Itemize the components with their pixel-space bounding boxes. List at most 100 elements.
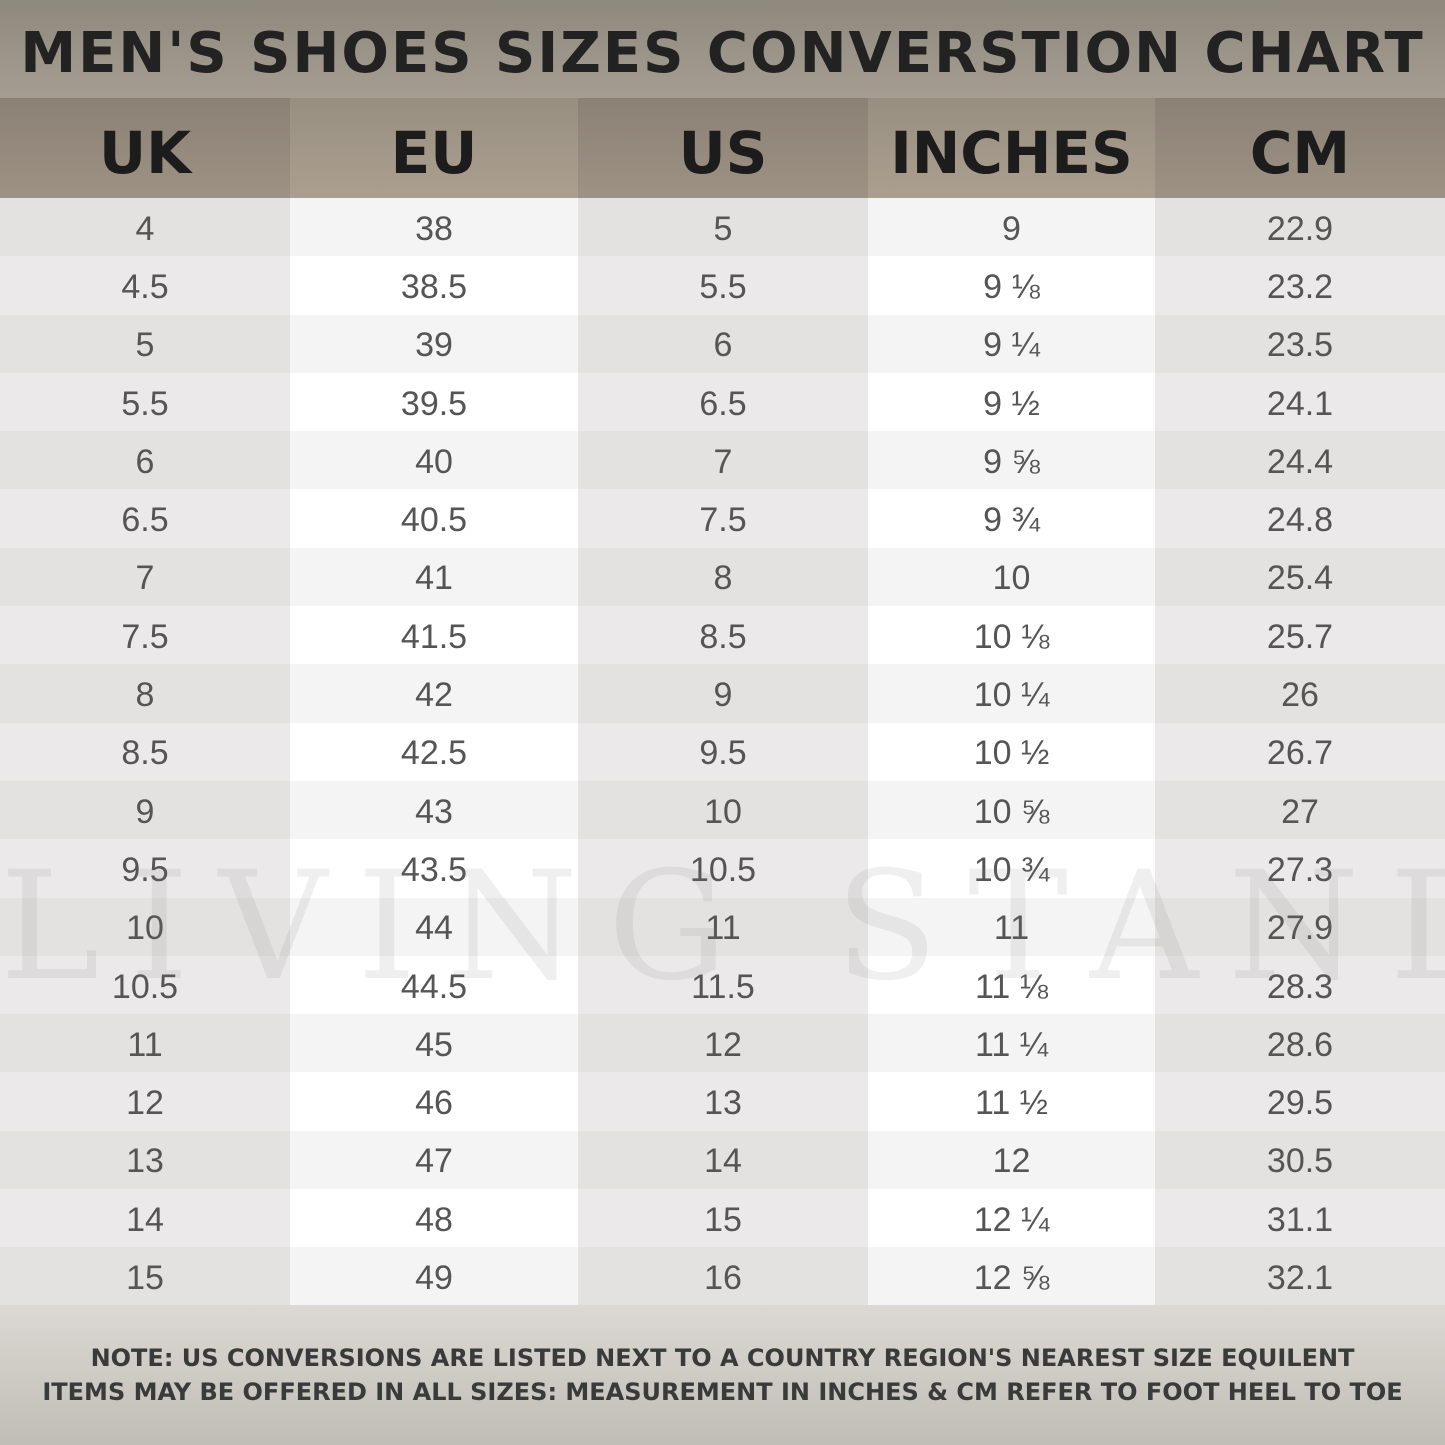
cell-uk: 6.5 [0,489,290,548]
cell-cm: 28.3 [1155,955,1445,1015]
table-row: 14 48 15 12 ¼ 31.1 [0,1189,1445,1248]
cell-eu: 46 [290,1072,578,1131]
cell-cm: 22.9 [1155,198,1445,257]
cell-eu: 49 [290,1247,578,1306]
cell-us: 8 [578,547,868,607]
cell-uk: 5 [0,314,290,373]
cell-uk: 9.5 [0,839,290,898]
cell-eu: 43.5 [290,839,578,898]
table-row: 13 47 14 12 30.5 [0,1130,1445,1190]
cell-cm: 28.6 [1155,1014,1445,1073]
cell-us: 8.5 [578,606,868,665]
cell-inches: 9 ⅝ [868,431,1155,490]
cell-cm: 25.7 [1155,606,1445,665]
cell-uk: 10 [0,897,290,956]
note-line-2: ITEMS MAY BE OFFERED IN ALL SIZES: MEASU… [42,1378,1403,1406]
cell-inches: 9 ¼ [868,314,1155,373]
table-row: 10.5 44.5 11.5 11 ⅛ 28.3 [0,955,1445,1015]
cell-eu: 47 [290,1130,578,1190]
table-row: 5.5 39.5 6.5 9 ½ 24.1 [0,372,1445,432]
cell-eu: 38 [290,198,578,257]
cell-inches: 9 ½ [868,372,1155,432]
table-row: 11 45 12 11 ¼ 28.6 [0,1014,1445,1073]
cell-cm: 24.8 [1155,489,1445,548]
table-row: 7.5 41.5 8.5 10 ⅛ 25.7 [0,606,1445,665]
cell-inches: 12 ¼ [868,1189,1155,1248]
cell-cm: 25.4 [1155,547,1445,607]
cell-eu: 43 [290,780,578,840]
cell-us: 12 [578,1014,868,1073]
column-header-eu: EU [290,98,578,198]
cell-eu: 42.5 [290,722,578,781]
cell-inches: 10 ⅛ [868,606,1155,665]
footer-note: NOTE: US CONVERSIONS ARE LISTED NEXT TO … [0,1305,1445,1445]
cell-eu: 39.5 [290,372,578,432]
cell-uk: 12 [0,1072,290,1131]
cell-us: 5.5 [578,256,868,315]
cell-inches: 11 ½ [868,1072,1155,1131]
cell-cm: 27.3 [1155,839,1445,898]
note-text-1: US CONVERSIONS ARE LISTED NEXT TO A COUN… [173,1344,1355,1372]
cell-uk: 5.5 [0,372,290,432]
title-band: MEN'S SHOES SIZES CONVERSTION CHART [0,0,1445,98]
cell-uk: 7.5 [0,606,290,665]
cell-eu: 44.5 [290,955,578,1015]
cell-inches: 10 ¾ [868,839,1155,898]
table-row: 10 44 11 11 27.9 [0,897,1445,956]
cell-inches: 10 ½ [868,722,1155,781]
cell-cm: 23.5 [1155,314,1445,373]
cell-us: 6 [578,314,868,373]
cell-cm: 26 [1155,664,1445,723]
cell-us: 11.5 [578,955,868,1015]
cell-us: 13 [578,1072,868,1131]
cell-eu: 38.5 [290,256,578,315]
cell-us: 9 [578,664,868,723]
cell-us: 10 [578,780,868,840]
note-line-1: NOTE: US CONVERSIONS ARE LISTED NEXT TO … [91,1341,1355,1375]
cell-us: 7 [578,431,868,490]
cell-inches: 10 ⅝ [868,780,1155,840]
cell-us: 7.5 [578,489,868,548]
table-row: 9.5 43.5 10.5 10 ¾ 27.3 [0,839,1445,898]
cell-cm: 32.1 [1155,1247,1445,1306]
cell-cm: 24.1 [1155,372,1445,432]
column-header-uk: UK [0,98,290,198]
cell-cm: 27 [1155,780,1445,840]
cell-eu: 41 [290,547,578,607]
cell-eu: 44 [290,897,578,956]
cell-uk: 6 [0,431,290,490]
cell-us: 10.5 [578,839,868,898]
cell-us: 16 [578,1247,868,1306]
cell-eu: 40.5 [290,489,578,548]
cell-uk: 8 [0,664,290,723]
cell-cm: 24.4 [1155,431,1445,490]
table-row: 8 42 9 10 ¼ 26 [0,664,1445,723]
cell-uk: 4 [0,198,290,257]
table-row: 8.5 42.5 9.5 10 ½ 26.7 [0,722,1445,781]
table-row: 4.5 38.5 5.5 9 ⅛ 23.2 [0,256,1445,315]
cell-uk: 13 [0,1130,290,1190]
table-row: 5 39 6 9 ¼ 23.5 [0,314,1445,373]
cell-inches: 10 [868,547,1155,607]
cell-inches: 11 [868,897,1155,956]
page-title: MEN'S SHOES SIZES CONVERSTION CHART [20,20,1425,86]
cell-cm: 27.9 [1155,897,1445,956]
cell-us: 9.5 [578,722,868,781]
size-table: 4 38 5 9 22.9 4.5 38.5 5.5 9 ⅛ 23.2 5 39 6 9 ¼ 23.5 5.5… [0,198,1445,1306]
cell-cm: 29.5 [1155,1072,1445,1131]
cell-inches: 11 ¼ [868,1014,1155,1073]
cell-uk: 10.5 [0,955,290,1015]
cell-inches: 12 ⅝ [868,1247,1155,1306]
cell-cm: 23.2 [1155,256,1445,315]
table-row: 9 43 10 10 ⅝ 27 [0,780,1445,840]
cell-us: 11 [578,897,868,956]
cell-eu: 40 [290,431,578,490]
column-header-inches: INCHES [868,98,1155,198]
cell-inches: 9 ¾ [868,489,1155,548]
cell-uk: 8.5 [0,722,290,781]
cell-us: 15 [578,1189,868,1248]
cell-eu: 41.5 [290,606,578,665]
cell-inches: 9 ⅛ [868,256,1155,315]
note-label: NOTE: [90,1344,174,1372]
column-header-us: US [578,98,868,198]
